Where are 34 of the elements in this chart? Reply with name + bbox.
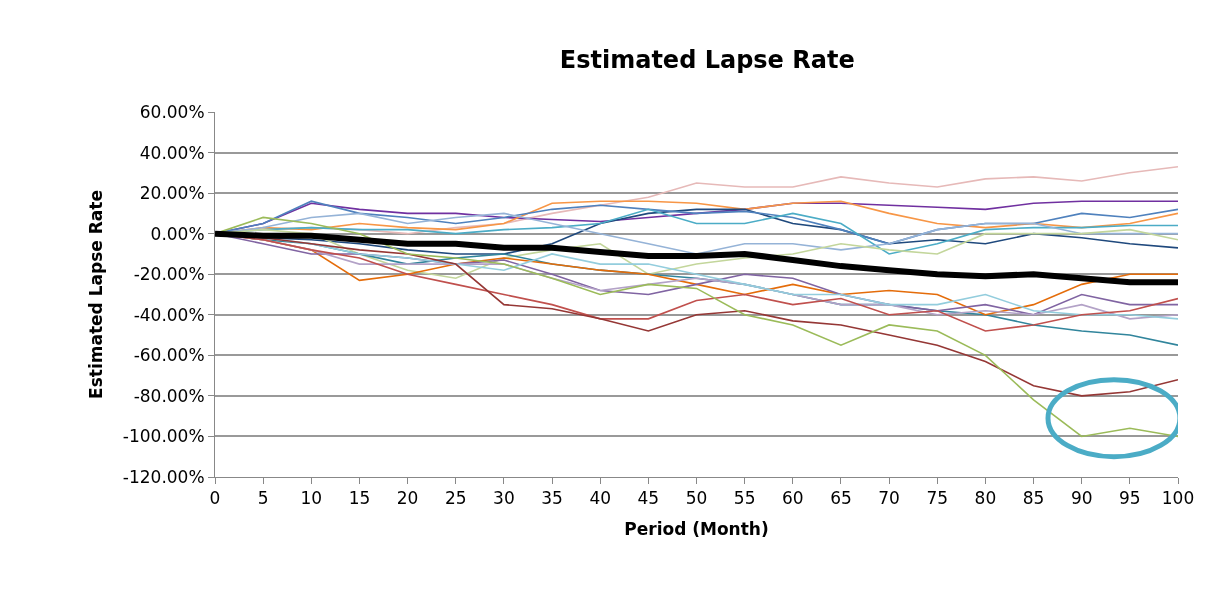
- y-tick-label: 0.00%: [150, 223, 205, 244]
- x-tick-label: 80: [974, 488, 997, 509]
- y-tick-label: -120.00%: [122, 466, 205, 487]
- x-tick-label: 90: [1070, 488, 1093, 509]
- y-tick-label: -40.00%: [133, 304, 205, 325]
- x-tick-label: 100: [1161, 488, 1195, 509]
- x-tick-label: 5: [257, 488, 269, 509]
- chart-title: Estimated Lapse Rate: [559, 45, 855, 74]
- x-tick-label: 75: [926, 488, 949, 509]
- x-tick-label: 10: [300, 488, 323, 509]
- x-tick-label: 65: [830, 488, 852, 509]
- y-tick-label: -60.00%: [133, 345, 205, 366]
- x-tick-label: 35: [541, 488, 563, 509]
- x-tick-label: 60: [781, 488, 804, 509]
- x-tick-label: 25: [444, 488, 467, 509]
- x-tick-label: 50: [685, 488, 708, 509]
- x-tick-label: 0: [209, 488, 221, 509]
- x-tick-label: 85: [1022, 488, 1045, 509]
- x-tick-label: 55: [733, 488, 756, 509]
- y-tick-label: 20.00%: [139, 183, 205, 204]
- x-tick-label: 95: [1119, 488, 1141, 509]
- x-tick-label: 70: [878, 488, 900, 509]
- y-tick-label: -80.00%: [133, 385, 205, 406]
- y-axis-title: Estimated Lapse Rate: [86, 190, 107, 399]
- y-tick-label: 40.00%: [139, 142, 205, 163]
- x-tick-label: 30: [493, 488, 515, 509]
- y-tick-label: -20.00%: [133, 264, 205, 285]
- x-tick-label: 15: [348, 488, 371, 509]
- y-tick-label: 60.00%: [139, 101, 205, 122]
- x-tick-label: 40: [589, 488, 612, 509]
- x-tick-label: 20: [396, 488, 419, 509]
- x-axis-title: Period (Month): [624, 518, 769, 539]
- x-tick-label: 45: [637, 488, 660, 509]
- y-tick-label: -100.00%: [122, 426, 205, 447]
